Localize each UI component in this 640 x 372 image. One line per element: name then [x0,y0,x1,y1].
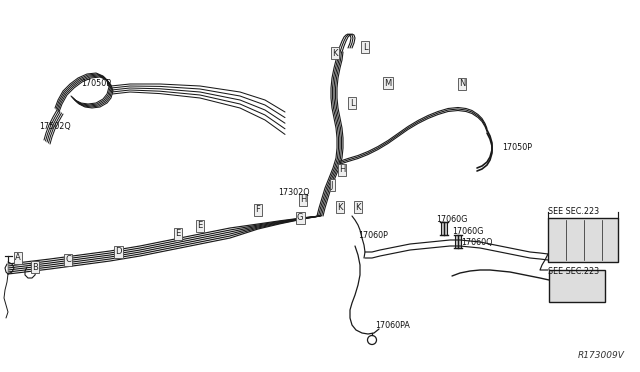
Text: B: B [32,263,38,272]
Bar [441,222,447,235]
Bar [548,218,618,262]
Text: 17060G: 17060G [436,215,467,224]
Text: SEE SEC.223: SEE SEC.223 [548,208,599,217]
Text: 17302Q: 17302Q [278,187,310,196]
Text: L: L [363,42,367,51]
Bar [549,270,605,302]
Bar [455,235,461,248]
Text: D: D [115,247,121,257]
Text: K: K [337,202,343,212]
Text: 17060Q: 17060Q [461,237,493,247]
Text: 17060PA: 17060PA [375,321,410,330]
Text: 17502Q: 17502Q [39,122,71,131]
Text: 17060P: 17060P [358,231,388,240]
Text: N: N [459,80,465,89]
Text: A: A [15,253,21,263]
Text: F: F [255,205,260,215]
Text: H: H [300,196,306,205]
Text: M: M [385,78,392,87]
Text: L: L [349,99,355,108]
Text: J: J [331,180,333,189]
Text: C: C [65,256,71,264]
Text: 17050P: 17050P [502,144,532,153]
Text: K: K [332,48,338,58]
Text: K: K [355,202,361,212]
Text: G: G [297,214,303,222]
Text: E: E [197,221,203,231]
Text: 17060G: 17060G [452,228,483,237]
Text: 17050P: 17050P [81,80,111,89]
Text: E: E [175,230,180,238]
Text: H: H [339,166,345,174]
Text: R173009V: R173009V [578,351,625,360]
Text: SEE SEC.223: SEE SEC.223 [548,267,599,276]
